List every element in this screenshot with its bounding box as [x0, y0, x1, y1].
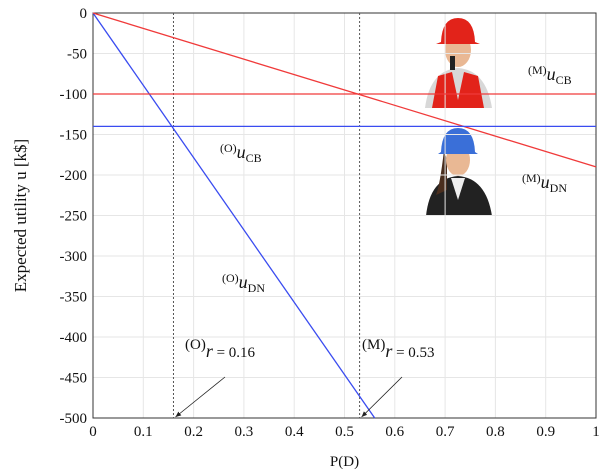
y-tick-label: -350 [60, 290, 88, 306]
x-tick-label: 0.8 [486, 424, 505, 440]
line-label: (O)uDN [222, 271, 265, 295]
y-tick-label: -100 [60, 87, 88, 103]
label-sub: DN [248, 281, 266, 295]
line-label: (M)uCB [528, 63, 572, 87]
label-symbol: u [547, 64, 556, 84]
y-tick-label: -250 [60, 209, 88, 225]
label-prefix: (O) [222, 271, 239, 285]
threshold-label: (M)r = 0.53 [362, 337, 435, 361]
x-axis-label: P(D) [330, 454, 359, 470]
y-tick-label: -450 [60, 371, 88, 387]
chart: 00.10.20.30.40.50.60.70.80.91-500-450-40… [0, 0, 606, 471]
y-axis-label: Expected utility u [k$] [11, 139, 30, 292]
y-tick-label: -500 [60, 411, 88, 427]
y-tick-label: -50 [67, 47, 87, 63]
x-tick-label: 0.4 [285, 424, 304, 440]
label-prefix: (M) [528, 63, 547, 77]
label-sub: CB [556, 73, 572, 87]
x-tick-label: 1 [592, 424, 600, 440]
label-sub: CB [246, 151, 262, 165]
label-prefix: (M) [522, 171, 541, 185]
x-tick-label: 0.2 [184, 424, 203, 440]
label-sub: DN [550, 181, 568, 195]
x-tick-label: 0.6 [385, 424, 404, 440]
y-tick-label: -400 [60, 330, 88, 346]
y-tick-label: -150 [60, 128, 88, 144]
x-tick-label: 0.1 [134, 424, 153, 440]
label-text: = 0.16 [213, 345, 256, 361]
annotation-arrow [175, 377, 225, 417]
label-symbol: u [541, 172, 550, 192]
y-tick-label: 0 [80, 6, 88, 22]
person-blue [426, 128, 492, 216]
label-symbol: u [237, 142, 246, 162]
label-text: = 0.53 [392, 345, 434, 361]
label-prefix: (O) [185, 337, 206, 353]
x-tick-label: 0.5 [335, 424, 354, 440]
x-tick-label: 0.3 [235, 424, 254, 440]
label-prefix: (O) [220, 141, 237, 155]
line-label: (O)uCB [220, 141, 262, 165]
label-symbol: u [239, 272, 248, 292]
y-tick-label: -200 [60, 168, 88, 184]
x-tick-label: 0.7 [436, 424, 455, 440]
label-prefix: (M) [362, 337, 385, 353]
threshold-label: (O)r = 0.16 [185, 337, 256, 361]
x-tick-label: 0.9 [536, 424, 555, 440]
annotation-arrow [362, 377, 402, 417]
x-tick-label: 0 [89, 424, 97, 440]
y-tick-label: -300 [60, 249, 88, 265]
